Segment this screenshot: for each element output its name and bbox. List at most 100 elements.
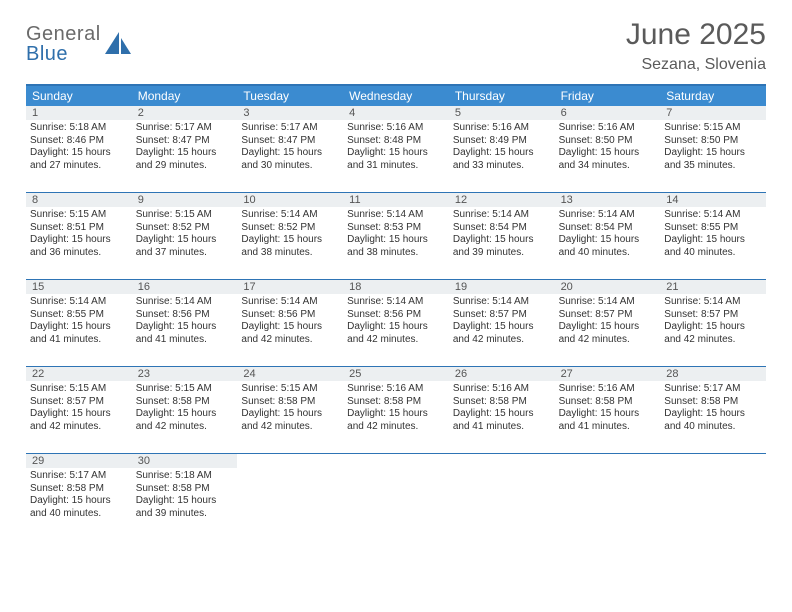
sunrise-text: Sunrise: 5:15 AM — [30, 383, 128, 396]
daylight-text: and 39 minutes. — [136, 508, 234, 521]
day-number: 14 — [660, 193, 766, 207]
daylight-text: Daylight: 15 hours — [30, 147, 128, 160]
day-number: 29 — [26, 454, 132, 468]
daylight-text: and 41 minutes. — [453, 421, 551, 434]
weekday-monday: Monday — [132, 86, 238, 106]
day-cell-empty — [449, 454, 555, 540]
sunset-text: Sunset: 8:57 PM — [453, 309, 551, 322]
week-row: 1Sunrise: 5:18 AMSunset: 8:46 PMDaylight… — [26, 106, 766, 193]
daylight-text: and 29 minutes. — [136, 160, 234, 173]
daylight-text: and 41 minutes. — [559, 421, 657, 434]
day-cell: 28Sunrise: 5:17 AMSunset: 8:58 PMDayligh… — [660, 367, 766, 453]
daylight-text: and 42 minutes. — [241, 421, 339, 434]
day-number: 7 — [660, 106, 766, 120]
daylight-text: and 33 minutes. — [453, 160, 551, 173]
day-cell: 10Sunrise: 5:14 AMSunset: 8:52 PMDayligh… — [237, 193, 343, 279]
day-cell: 9Sunrise: 5:15 AMSunset: 8:52 PMDaylight… — [132, 193, 238, 279]
daylight-text: and 41 minutes. — [136, 334, 234, 347]
sail-icon — [105, 32, 131, 59]
day-cell: 18Sunrise: 5:14 AMSunset: 8:56 PMDayligh… — [343, 280, 449, 366]
day-number: 8 — [26, 193, 132, 207]
sunset-text: Sunset: 8:58 PM — [136, 483, 234, 496]
sunset-text: Sunset: 8:58 PM — [347, 396, 445, 409]
day-cell: 5Sunrise: 5:16 AMSunset: 8:49 PMDaylight… — [449, 106, 555, 192]
sunrise-text: Sunrise: 5:18 AM — [30, 122, 128, 135]
daylight-text: Daylight: 15 hours — [30, 321, 128, 334]
daylight-text: Daylight: 15 hours — [347, 321, 445, 334]
sunrise-text: Sunrise: 5:14 AM — [559, 209, 657, 222]
day-number: 23 — [132, 367, 238, 381]
sunrise-text: Sunrise: 5:17 AM — [241, 122, 339, 135]
day-cell-empty — [343, 454, 449, 540]
header: General Blue June 2025 Sezana, Slovenia — [26, 18, 766, 74]
sunrise-text: Sunrise: 5:15 AM — [136, 383, 234, 396]
day-number: 20 — [555, 280, 661, 294]
day-number: 12 — [449, 193, 555, 207]
day-number: 2 — [132, 106, 238, 120]
sunset-text: Sunset: 8:53 PM — [347, 222, 445, 235]
daylight-text: Daylight: 15 hours — [241, 408, 339, 421]
day-cell: 12Sunrise: 5:14 AMSunset: 8:54 PMDayligh… — [449, 193, 555, 279]
daylight-text: Daylight: 15 hours — [453, 234, 551, 247]
daylight-text: Daylight: 15 hours — [241, 234, 339, 247]
day-number: 4 — [343, 106, 449, 120]
sunrise-text: Sunrise: 5:16 AM — [559, 122, 657, 135]
day-cell: 23Sunrise: 5:15 AMSunset: 8:58 PMDayligh… — [132, 367, 238, 453]
daylight-text: Daylight: 15 hours — [664, 321, 762, 334]
day-number: 5 — [449, 106, 555, 120]
daylight-text: Daylight: 15 hours — [559, 234, 657, 247]
sunrise-text: Sunrise: 5:14 AM — [559, 296, 657, 309]
sunset-text: Sunset: 8:49 PM — [453, 135, 551, 148]
sunset-text: Sunset: 8:47 PM — [136, 135, 234, 148]
weeks-container: 1Sunrise: 5:18 AMSunset: 8:46 PMDaylight… — [26, 106, 766, 540]
daylight-text: and 36 minutes. — [30, 247, 128, 260]
daylight-text: and 31 minutes. — [347, 160, 445, 173]
daylight-text: and 42 minutes. — [664, 334, 762, 347]
sunrise-text: Sunrise: 5:14 AM — [664, 209, 762, 222]
day-number: 16 — [132, 280, 238, 294]
daylight-text: and 40 minutes. — [664, 421, 762, 434]
daylight-text: Daylight: 15 hours — [347, 147, 445, 160]
day-cell: 13Sunrise: 5:14 AMSunset: 8:54 PMDayligh… — [555, 193, 661, 279]
weekday-friday: Friday — [555, 86, 661, 106]
day-number: 18 — [343, 280, 449, 294]
sunset-text: Sunset: 8:56 PM — [241, 309, 339, 322]
day-cell: 27Sunrise: 5:16 AMSunset: 8:58 PMDayligh… — [555, 367, 661, 453]
title-block: June 2025 Sezana, Slovenia — [626, 18, 766, 74]
sunset-text: Sunset: 8:47 PM — [241, 135, 339, 148]
sunrise-text: Sunrise: 5:16 AM — [559, 383, 657, 396]
daylight-text: and 30 minutes. — [241, 160, 339, 173]
sunset-text: Sunset: 8:56 PM — [347, 309, 445, 322]
daylight-text: and 37 minutes. — [136, 247, 234, 260]
day-cell: 15Sunrise: 5:14 AMSunset: 8:55 PMDayligh… — [26, 280, 132, 366]
sunset-text: Sunset: 8:58 PM — [559, 396, 657, 409]
daylight-text: and 42 minutes. — [30, 421, 128, 434]
day-cell: 29Sunrise: 5:17 AMSunset: 8:58 PMDayligh… — [26, 454, 132, 540]
day-number: 24 — [237, 367, 343, 381]
brand-text: General Blue — [26, 24, 101, 64]
day-cell: 25Sunrise: 5:16 AMSunset: 8:58 PMDayligh… — [343, 367, 449, 453]
daylight-text: and 40 minutes. — [664, 247, 762, 260]
day-number: 9 — [132, 193, 238, 207]
sunrise-text: Sunrise: 5:14 AM — [453, 209, 551, 222]
daylight-text: Daylight: 15 hours — [453, 321, 551, 334]
location: Sezana, Slovenia — [626, 56, 766, 74]
daylight-text: and 42 minutes. — [347, 421, 445, 434]
daylight-text: Daylight: 15 hours — [559, 408, 657, 421]
daylight-text: and 38 minutes. — [347, 247, 445, 260]
sunrise-text: Sunrise: 5:15 AM — [30, 209, 128, 222]
day-cell: 20Sunrise: 5:14 AMSunset: 8:57 PMDayligh… — [555, 280, 661, 366]
daylight-text: and 41 minutes. — [30, 334, 128, 347]
week-row: 8Sunrise: 5:15 AMSunset: 8:51 PMDaylight… — [26, 193, 766, 280]
sunset-text: Sunset: 8:50 PM — [664, 135, 762, 148]
daylight-text: Daylight: 15 hours — [136, 147, 234, 160]
daylight-text: and 40 minutes. — [559, 247, 657, 260]
weekday-sunday: Sunday — [26, 86, 132, 106]
day-cell: 26Sunrise: 5:16 AMSunset: 8:58 PMDayligh… — [449, 367, 555, 453]
day-cell: 2Sunrise: 5:17 AMSunset: 8:47 PMDaylight… — [132, 106, 238, 192]
sunrise-text: Sunrise: 5:14 AM — [241, 209, 339, 222]
sunset-text: Sunset: 8:55 PM — [30, 309, 128, 322]
weekday-thursday: Thursday — [449, 86, 555, 106]
day-cell: 30Sunrise: 5:18 AMSunset: 8:58 PMDayligh… — [132, 454, 238, 540]
day-cell: 14Sunrise: 5:14 AMSunset: 8:55 PMDayligh… — [660, 193, 766, 279]
